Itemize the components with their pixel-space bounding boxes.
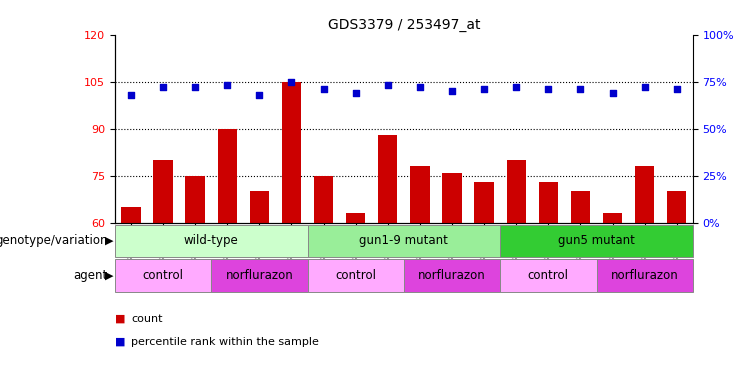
- Bar: [442, 172, 462, 223]
- Point: [157, 84, 169, 90]
- Text: gun5 mutant: gun5 mutant: [558, 235, 635, 247]
- Bar: [346, 214, 365, 223]
- Bar: [404, 259, 500, 292]
- Text: norflurazon: norflurazon: [225, 269, 293, 282]
- Text: percentile rank within the sample: percentile rank within the sample: [131, 337, 319, 347]
- Point: [382, 82, 393, 88]
- Point: [478, 86, 490, 92]
- Bar: [635, 166, 654, 223]
- Bar: [500, 225, 693, 257]
- Point: [350, 90, 362, 96]
- Point: [607, 90, 619, 96]
- Bar: [308, 259, 404, 292]
- Bar: [153, 160, 173, 223]
- Bar: [308, 225, 500, 257]
- Bar: [667, 191, 686, 223]
- Bar: [211, 259, 308, 292]
- Text: control: control: [142, 269, 184, 282]
- Point: [639, 84, 651, 90]
- Text: genotype/variation: genotype/variation: [0, 235, 107, 247]
- Point: [253, 92, 265, 98]
- Bar: [250, 191, 269, 223]
- Text: ■: ■: [115, 337, 129, 347]
- Text: ■: ■: [115, 314, 129, 324]
- Point: [542, 86, 554, 92]
- Point: [222, 82, 233, 88]
- Point: [671, 86, 682, 92]
- Point: [189, 84, 201, 90]
- Point: [125, 92, 137, 98]
- Point: [318, 86, 330, 92]
- Point: [574, 86, 586, 92]
- Bar: [539, 182, 558, 223]
- Point: [446, 88, 458, 94]
- Text: count: count: [131, 314, 163, 324]
- Bar: [115, 225, 308, 257]
- Point: [414, 84, 426, 90]
- Text: agent: agent: [73, 269, 107, 282]
- Text: norflurazon: norflurazon: [418, 269, 486, 282]
- Bar: [507, 160, 526, 223]
- Bar: [571, 191, 590, 223]
- Text: control: control: [335, 269, 376, 282]
- Bar: [500, 259, 597, 292]
- Bar: [597, 259, 693, 292]
- Bar: [411, 166, 430, 223]
- Bar: [115, 259, 211, 292]
- Bar: [314, 176, 333, 223]
- Point: [511, 84, 522, 90]
- Bar: [218, 129, 237, 223]
- Bar: [282, 82, 301, 223]
- Bar: [603, 214, 622, 223]
- Title: GDS3379 / 253497_at: GDS3379 / 253497_at: [328, 18, 480, 32]
- Bar: [378, 135, 397, 223]
- Text: wild-type: wild-type: [184, 235, 239, 247]
- Text: control: control: [528, 269, 569, 282]
- Text: norflurazon: norflurazon: [611, 269, 679, 282]
- Bar: [474, 182, 494, 223]
- Bar: [122, 207, 141, 223]
- Point: [285, 79, 297, 85]
- Text: gun1-9 mutant: gun1-9 mutant: [359, 235, 448, 247]
- Text: ▶: ▶: [105, 270, 113, 281]
- Text: ▶: ▶: [105, 236, 113, 246]
- Bar: [185, 176, 205, 223]
